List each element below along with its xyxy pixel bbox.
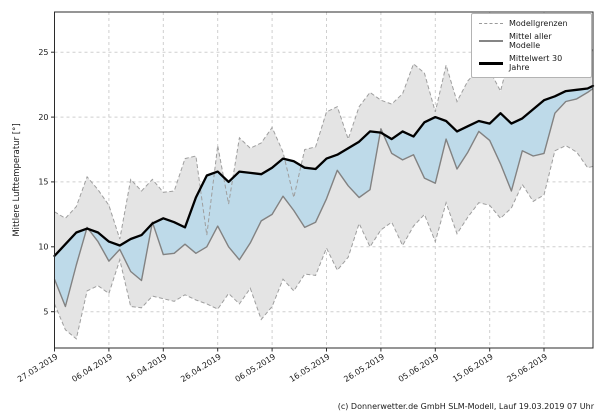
plot-frame (54, 11, 594, 349)
svg-text:06.04.2019: 06.04.2019 (70, 352, 114, 384)
legend-item-model-mean: Mittel aller Modelle (479, 32, 584, 50)
mean-30-years-line (53, 84, 595, 258)
svg-text:27.03.2019: 27.03.2019 (16, 352, 60, 384)
legend-item-model-bounds: Modellgrenzen (479, 19, 584, 28)
svg-text:20: 20 (38, 113, 48, 122)
svg-text:16.05.2019: 16.05.2019 (288, 352, 332, 384)
x-tick-labels: 27.03.2019 06.04.2019 16.04.2019 26.04.2019… (16, 352, 549, 384)
svg-text:06.05.2019: 06.05.2019 (234, 352, 278, 384)
svg-text:26.05.2019: 26.05.2019 (342, 352, 386, 384)
legend-label-30y-mean: Mittelwert 30 Jahre (509, 54, 563, 72)
svg-text:25: 25 (38, 48, 48, 57)
legend-label-model-bounds: Modellgrenzen (509, 19, 568, 28)
bold-line-sample (479, 61, 503, 65)
y-tick-labels: 5 10 15 20 25 (38, 48, 48, 317)
legend-label-model-mean: Mittel aller Modelle (509, 32, 552, 50)
fill-mean-below-30y (54, 85, 593, 307)
copyright-caption: (c) Donnerwetter.de GmbH SLM-Modell, Lau… (337, 402, 594, 411)
svg-text:25.06.2019: 25.06.2019 (505, 352, 549, 384)
legend: Modellgrenzen Mittel aller Modelle Mitte… (471, 13, 592, 78)
svg-text:5: 5 (43, 308, 48, 317)
svg-text:16.04.2019: 16.04.2019 (125, 352, 169, 384)
svg-text:15: 15 (38, 178, 48, 187)
dashed-line-sample (479, 23, 503, 24)
svg-text:10: 10 (38, 243, 48, 252)
legend-item-30y-mean: Mittelwert 30 Jahre (479, 54, 584, 72)
svg-text:15.06.2019: 15.06.2019 (451, 352, 495, 384)
axis-ticks (51, 51, 545, 352)
solid-line-sample (479, 40, 503, 42)
y-axis-label: Mittlere Lufttemperatur [°] (12, 123, 22, 237)
model-lower-bound-line (54, 145, 594, 340)
model-mean-line (53, 87, 594, 308)
svg-text:26.04.2019: 26.04.2019 (179, 352, 223, 384)
svg-text:05.06.2019: 05.06.2019 (397, 352, 441, 384)
